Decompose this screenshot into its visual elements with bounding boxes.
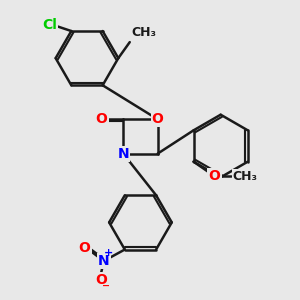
Text: N: N xyxy=(98,254,110,268)
Text: O: O xyxy=(152,112,164,126)
Text: CH₃: CH₃ xyxy=(232,170,257,183)
Text: +: + xyxy=(104,248,113,258)
Text: O: O xyxy=(79,241,91,255)
Text: CH₃: CH₃ xyxy=(132,26,157,39)
Text: ⁻: ⁻ xyxy=(102,281,110,296)
Text: N: N xyxy=(118,147,129,160)
Text: O: O xyxy=(95,273,107,287)
Text: Cl: Cl xyxy=(42,18,57,32)
Text: O: O xyxy=(208,169,220,183)
Text: O: O xyxy=(96,112,107,126)
